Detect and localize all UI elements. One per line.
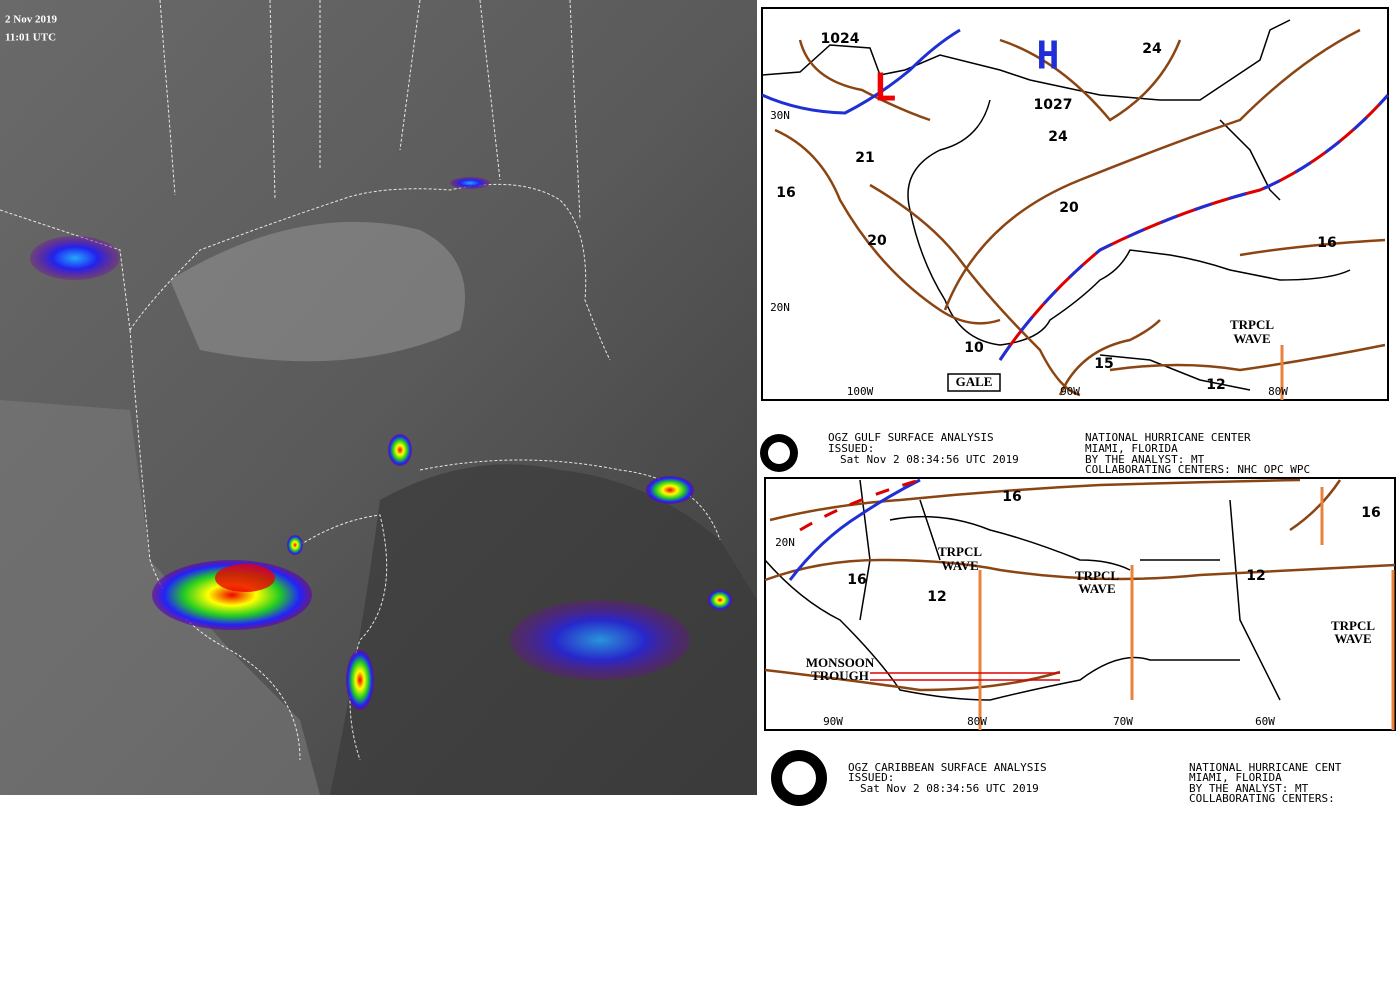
wave-label: TRPCL — [1230, 317, 1274, 332]
wave-label: WAVE — [1233, 331, 1270, 346]
wave-label: WAVE — [941, 558, 978, 573]
noaa-logo — [760, 434, 798, 472]
header-center: NATIONAL HURRICANE CENT — [1189, 761, 1342, 774]
header-time: Sat Nov 2 08:34:56 UTC 2019 — [860, 782, 1039, 795]
satellite-time: 11:01 UTC — [5, 32, 56, 44]
high-center: H — [1037, 34, 1060, 78]
header-center: NATIONAL HURRICANE CENTER — [1085, 431, 1251, 444]
wave-label: TRPCL — [1075, 568, 1119, 583]
isobar-label: 20 — [1059, 200, 1079, 216]
isobar-label: 16 — [847, 572, 866, 588]
pressure-label: 1024 — [821, 31, 860, 47]
header-issued: ISSUED: — [828, 442, 874, 455]
caribbean-map — [764, 477, 1396, 731]
wave-label: TRPCL — [938, 544, 982, 559]
lon-label: 80W — [1268, 385, 1288, 398]
lat-label: 20N — [770, 301, 790, 314]
lon-label: 100W — [847, 385, 874, 398]
isobar-label: 21 — [855, 150, 874, 166]
pressure-label: 1027 — [1034, 97, 1073, 113]
gale-label: GALE — [956, 374, 993, 389]
header-location: MIAMI, FLORIDA — [1189, 771, 1282, 784]
isobar-label: 24 — [1048, 129, 1068, 145]
isobar-label: 12 — [1246, 568, 1265, 584]
lat-label: 30N — [770, 109, 790, 122]
wave-label: WAVE — [1078, 581, 1115, 596]
low-center: L — [874, 66, 897, 110]
isobar-label: 20 — [867, 233, 887, 249]
lon-label: 60W — [1255, 715, 1275, 728]
satellite-image — [0, 0, 757, 795]
isobar-label: 16 — [1002, 489, 1021, 505]
header-collab: COLLABORATING CENTERS: — [1189, 792, 1335, 805]
isobar-label: 24 — [1142, 41, 1162, 57]
isobar-label: 12 — [1206, 377, 1225, 393]
lon-label: 90W — [823, 715, 843, 728]
monsoon-label: MONSOON — [806, 655, 875, 670]
header-analyst: BY THE ANALYST: MT — [1085, 453, 1205, 466]
header-analyst: BY THE ANALYST: MT — [1189, 782, 1309, 795]
isobar-label: 16 — [776, 185, 795, 201]
header-location: MIAMI, FLORIDA — [1085, 442, 1178, 455]
wave-label: WAVE — [1334, 631, 1371, 646]
lat-label: 20N — [775, 536, 795, 549]
header-time: Sat Nov 2 08:34:56 UTC 2019 — [840, 453, 1019, 466]
header-title: OGZ CARIBBEAN SURFACE ANALYSIS — [848, 761, 1047, 774]
header-collab: COLLABORATING CENTERS: NHC OPC WPC — [1085, 463, 1310, 476]
isobar-label: 15 — [1094, 356, 1113, 372]
isobar-label: 12 — [927, 589, 946, 605]
wave-label: TRPCL — [1331, 618, 1375, 633]
gulf-map — [761, 7, 1390, 401]
satellite-date: 2 Nov 2019 — [5, 14, 57, 26]
header-issued: ISSUED: — [848, 771, 894, 784]
noaa-logo — [771, 750, 827, 806]
header-title: OGZ GULF SURFACE ANALYSIS — [828, 431, 994, 444]
monsoon-label: TROUGH — [811, 668, 869, 683]
isobar-label: 16 — [1317, 235, 1336, 251]
isobar-label: 10 — [964, 340, 984, 356]
lon-label: 90W — [1060, 385, 1080, 398]
lon-label: 80W — [967, 715, 987, 728]
lon-label: 70W — [1113, 715, 1133, 728]
isobar-label: 16 — [1361, 505, 1380, 521]
